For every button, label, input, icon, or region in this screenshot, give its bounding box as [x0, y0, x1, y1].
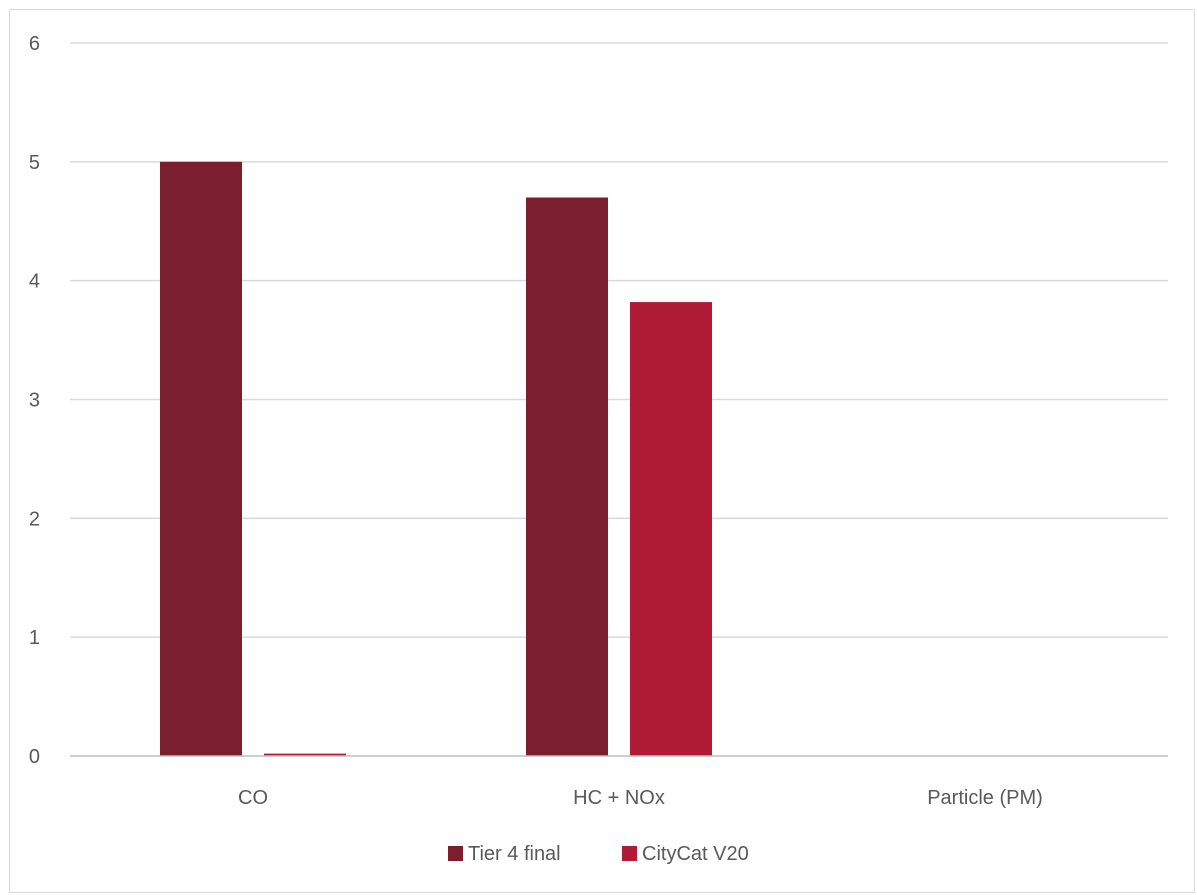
- y-tick-label: 0: [29, 746, 40, 768]
- bars: [160, 161, 712, 757]
- y-tick-label: 5: [29, 152, 40, 174]
- legend-swatch: [622, 846, 637, 861]
- x-tick-label: HC + NOx: [573, 787, 665, 809]
- bar-hc-nox-series-1: [526, 197, 608, 756]
- y-tick-label: 6: [29, 33, 40, 55]
- y-tick-label: 3: [29, 390, 40, 412]
- x-tick-label: CO: [238, 787, 268, 809]
- y-tick-label: 2: [29, 508, 40, 530]
- legend-item-series-2: CityCat V20: [622, 843, 749, 865]
- y-tick-label: 4: [29, 271, 40, 293]
- y-axis-tick-labels: 0 1 2 3 4 5 6: [29, 33, 40, 768]
- x-axis-tick-labels: CO HC + NOx Particle (PM): [238, 787, 1043, 809]
- legend-item-series-1: Tier 4 final: [448, 843, 561, 865]
- legend-label: CityCat V20: [642, 843, 749, 865]
- legend-label: Tier 4 final: [468, 843, 561, 865]
- bar-co-series-2: [264, 753, 346, 756]
- x-tick-label: Particle (PM): [927, 787, 1043, 809]
- bar-co-series-1: [160, 161, 242, 757]
- legend-swatch: [448, 846, 463, 861]
- bar-hc-nox-series-2: [630, 302, 712, 756]
- gridlines: [70, 42, 1168, 638]
- legend: Tier 4 final CityCat V20: [448, 843, 749, 865]
- y-tick-label: 1: [29, 627, 40, 649]
